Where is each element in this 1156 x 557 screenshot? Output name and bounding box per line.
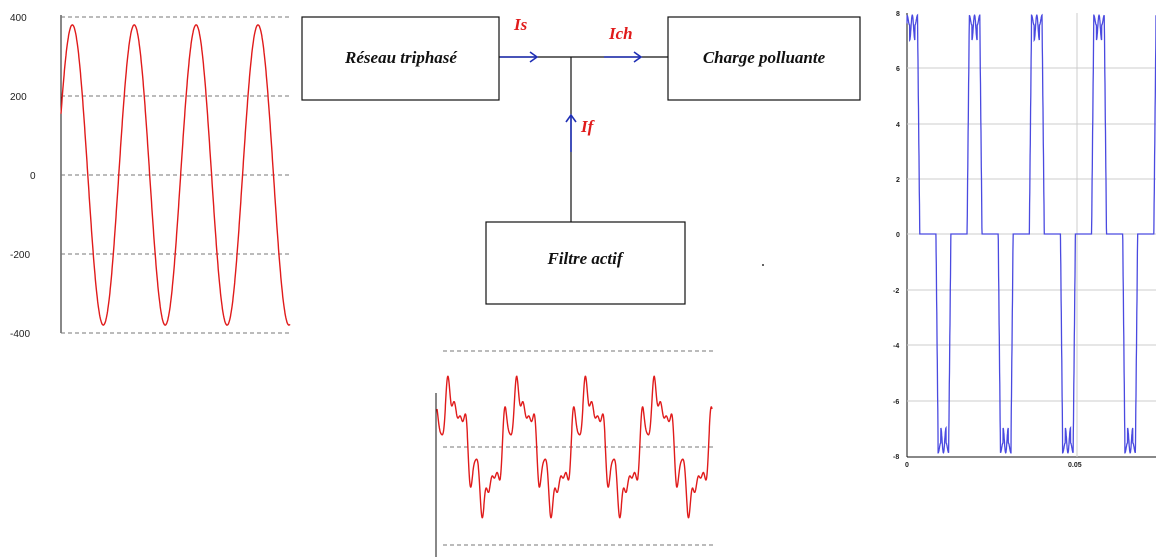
y-tick-label: 4 xyxy=(896,122,900,129)
load-current-label: Ich xyxy=(608,24,633,43)
source-current-arrow xyxy=(500,51,539,63)
filter-current-arrow xyxy=(565,113,577,152)
chart-filter-current: 8 6 4 2 0 -2 -4 -6 -8 0 0.05 xyxy=(893,11,1156,469)
y-tick-label: -2 xyxy=(893,288,899,295)
y-tick-label: -400 xyxy=(10,329,30,340)
y-tick-label: 400 xyxy=(10,13,27,24)
load-box xyxy=(667,16,861,101)
y-tick-label: 6 xyxy=(896,66,900,73)
load-current-arrow xyxy=(604,51,643,63)
y-tick-label: -4 xyxy=(893,343,899,350)
load-current-series xyxy=(436,375,713,519)
y-tick-label: 0 xyxy=(896,232,900,239)
filter-box xyxy=(485,221,686,305)
filter-current-label: If xyxy=(580,117,596,136)
chart-load-current xyxy=(435,350,713,557)
source-current-label: Is xyxy=(513,15,528,34)
y-tick-label: -200 xyxy=(10,250,30,261)
y-tick-label: 2 xyxy=(896,177,900,184)
y-tick-label: 8 xyxy=(896,11,900,18)
y-tick-label: 200 xyxy=(10,92,27,103)
filter-box-label: Filtre actif xyxy=(546,249,624,268)
source-current-series xyxy=(60,24,291,326)
y-tick-label: -6 xyxy=(893,399,899,406)
filter-current-series xyxy=(906,13,1156,454)
chart-source-current: 400 200 0 -200 -400 xyxy=(10,13,291,340)
block-diagram: Réseau triphasé Charge polluante Filtre … xyxy=(301,15,861,305)
stray-dot xyxy=(762,264,764,266)
y-tick-label: 0 xyxy=(30,171,36,182)
x-tick-label: 0 xyxy=(905,462,909,469)
load-box-label: Charge polluante xyxy=(703,48,826,67)
x-tick-label: 0.05 xyxy=(1068,462,1082,469)
grid-box-label: Réseau triphasé xyxy=(344,48,458,67)
y-tick-label: -8 xyxy=(893,454,899,461)
grid-box xyxy=(301,16,500,101)
